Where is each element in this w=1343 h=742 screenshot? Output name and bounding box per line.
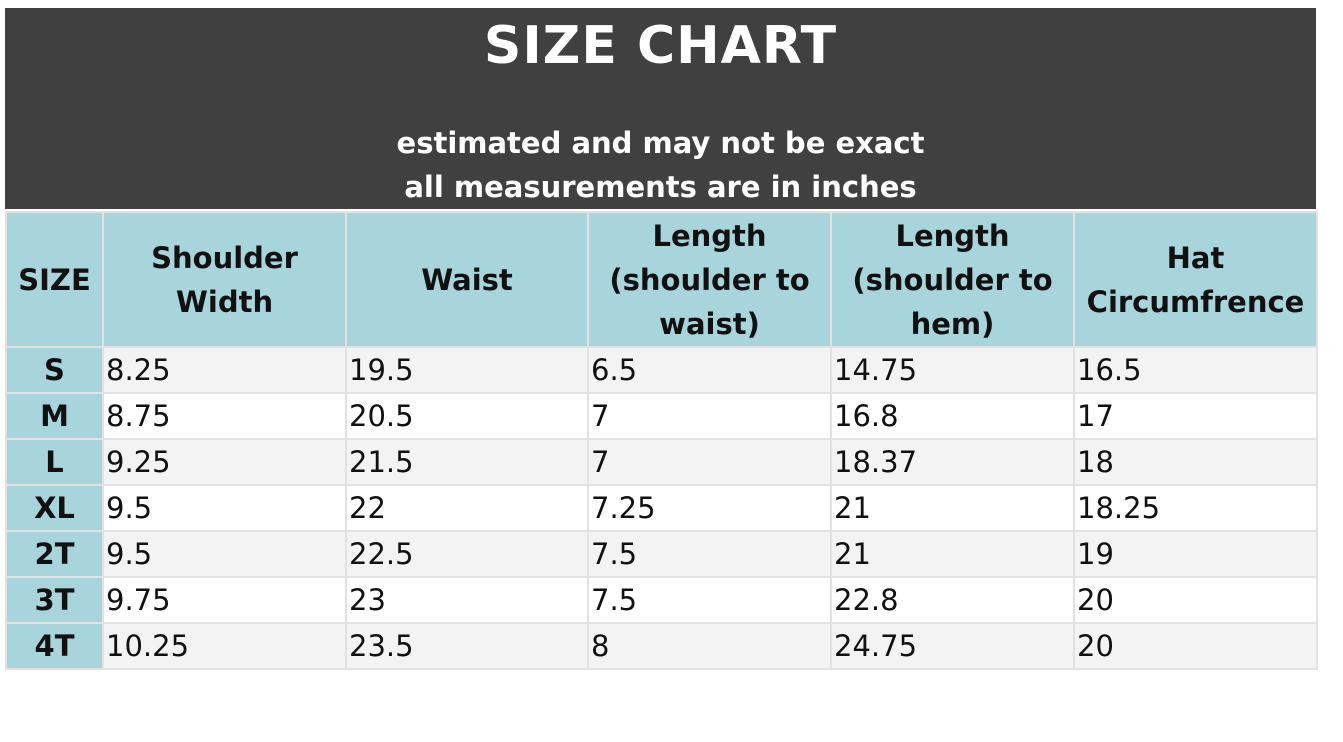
cell-length-hem: 18.37	[830, 438, 1075, 486]
table-row: M 8.75 20.5 7 16.8 17	[5, 392, 1318, 440]
cell-hat-circumference: 20	[1073, 622, 1318, 670]
cell-size: 4T	[5, 622, 104, 670]
col-header-waist: Waist	[345, 211, 589, 348]
cell-waist: 23	[345, 576, 589, 624]
cell-size: 3T	[5, 576, 104, 624]
cell-length-hem: 14.75	[830, 346, 1075, 394]
cell-length-waist: 6.5	[587, 346, 832, 394]
cell-hat-circumference: 18	[1073, 438, 1318, 486]
chart-title: SIZE CHART	[483, 16, 838, 76]
title-banner: SIZE CHART estimated and may not be exac…	[5, 8, 1316, 209]
cell-shoulder-width: 8.75	[102, 392, 347, 440]
cell-hat-circumference: 18.25	[1073, 484, 1318, 532]
cell-length-hem: 21	[830, 484, 1075, 532]
cell-length-hem: 21	[830, 530, 1075, 578]
cell-shoulder-width: 9.5	[102, 484, 347, 532]
subtitle-estimate: estimated and may not be exact	[396, 126, 925, 160]
size-chart: SIZE CHART estimated and may not be exac…	[5, 8, 1318, 670]
cell-size: 2T	[5, 530, 104, 578]
cell-hat-circumference: 19	[1073, 530, 1318, 578]
cell-size: M	[5, 392, 104, 440]
size-table: SIZE Shoulder Width Waist Length (should…	[5, 211, 1318, 670]
cell-shoulder-width: 10.25	[102, 622, 347, 670]
cell-hat-circumference: 16.5	[1073, 346, 1318, 394]
table-row: 4T 10.25 23.5 8 24.75 20	[5, 622, 1318, 670]
cell-length-waist: 7	[587, 392, 832, 440]
cell-waist: 23.5	[345, 622, 589, 670]
cell-length-waist: 8	[587, 622, 832, 670]
col-header-size: SIZE	[5, 211, 104, 348]
table-row: L 9.25 21.5 7 18.37 18	[5, 438, 1318, 486]
table-row: XL 9.5 22 7.25 21 18.25	[5, 484, 1318, 532]
cell-waist: 22.5	[345, 530, 589, 578]
cell-length-hem: 16.8	[830, 392, 1075, 440]
cell-length-hem: 22.8	[830, 576, 1075, 624]
cell-length-waist: 7	[587, 438, 832, 486]
col-header-length-waist: Length (shoulder to waist)	[587, 211, 832, 348]
table-row: S 8.25 19.5 6.5 14.75 16.5	[5, 346, 1318, 394]
cell-length-waist: 7.25	[587, 484, 832, 532]
cell-shoulder-width: 8.25	[102, 346, 347, 394]
col-header-shoulder-width: Shoulder Width	[102, 211, 347, 348]
cell-length-waist: 7.5	[587, 530, 832, 578]
cell-size: L	[5, 438, 104, 486]
cell-waist: 20.5	[345, 392, 589, 440]
header-row: SIZE Shoulder Width Waist Length (should…	[5, 211, 1318, 348]
col-header-length-hem: Length (shoulder to hem)	[830, 211, 1075, 348]
cell-waist: 19.5	[345, 346, 589, 394]
col-header-hat: Hat Circumfrence	[1073, 211, 1318, 348]
cell-waist: 22	[345, 484, 589, 532]
cell-size: XL	[5, 484, 104, 532]
subtitle-units: all measurements are in inches	[404, 170, 917, 204]
cell-shoulder-width: 9.25	[102, 438, 347, 486]
cell-length-hem: 24.75	[830, 622, 1075, 670]
cell-hat-circumference: 20	[1073, 576, 1318, 624]
cell-shoulder-width: 9.75	[102, 576, 347, 624]
cell-shoulder-width: 9.5	[102, 530, 347, 578]
cell-waist: 21.5	[345, 438, 589, 486]
table-row: 2T 9.5 22.5 7.5 21 19	[5, 530, 1318, 578]
cell-length-waist: 7.5	[587, 576, 832, 624]
table-row: 3T 9.75 23 7.5 22.8 20	[5, 576, 1318, 624]
cell-hat-circumference: 17	[1073, 392, 1318, 440]
cell-size: S	[5, 346, 104, 394]
